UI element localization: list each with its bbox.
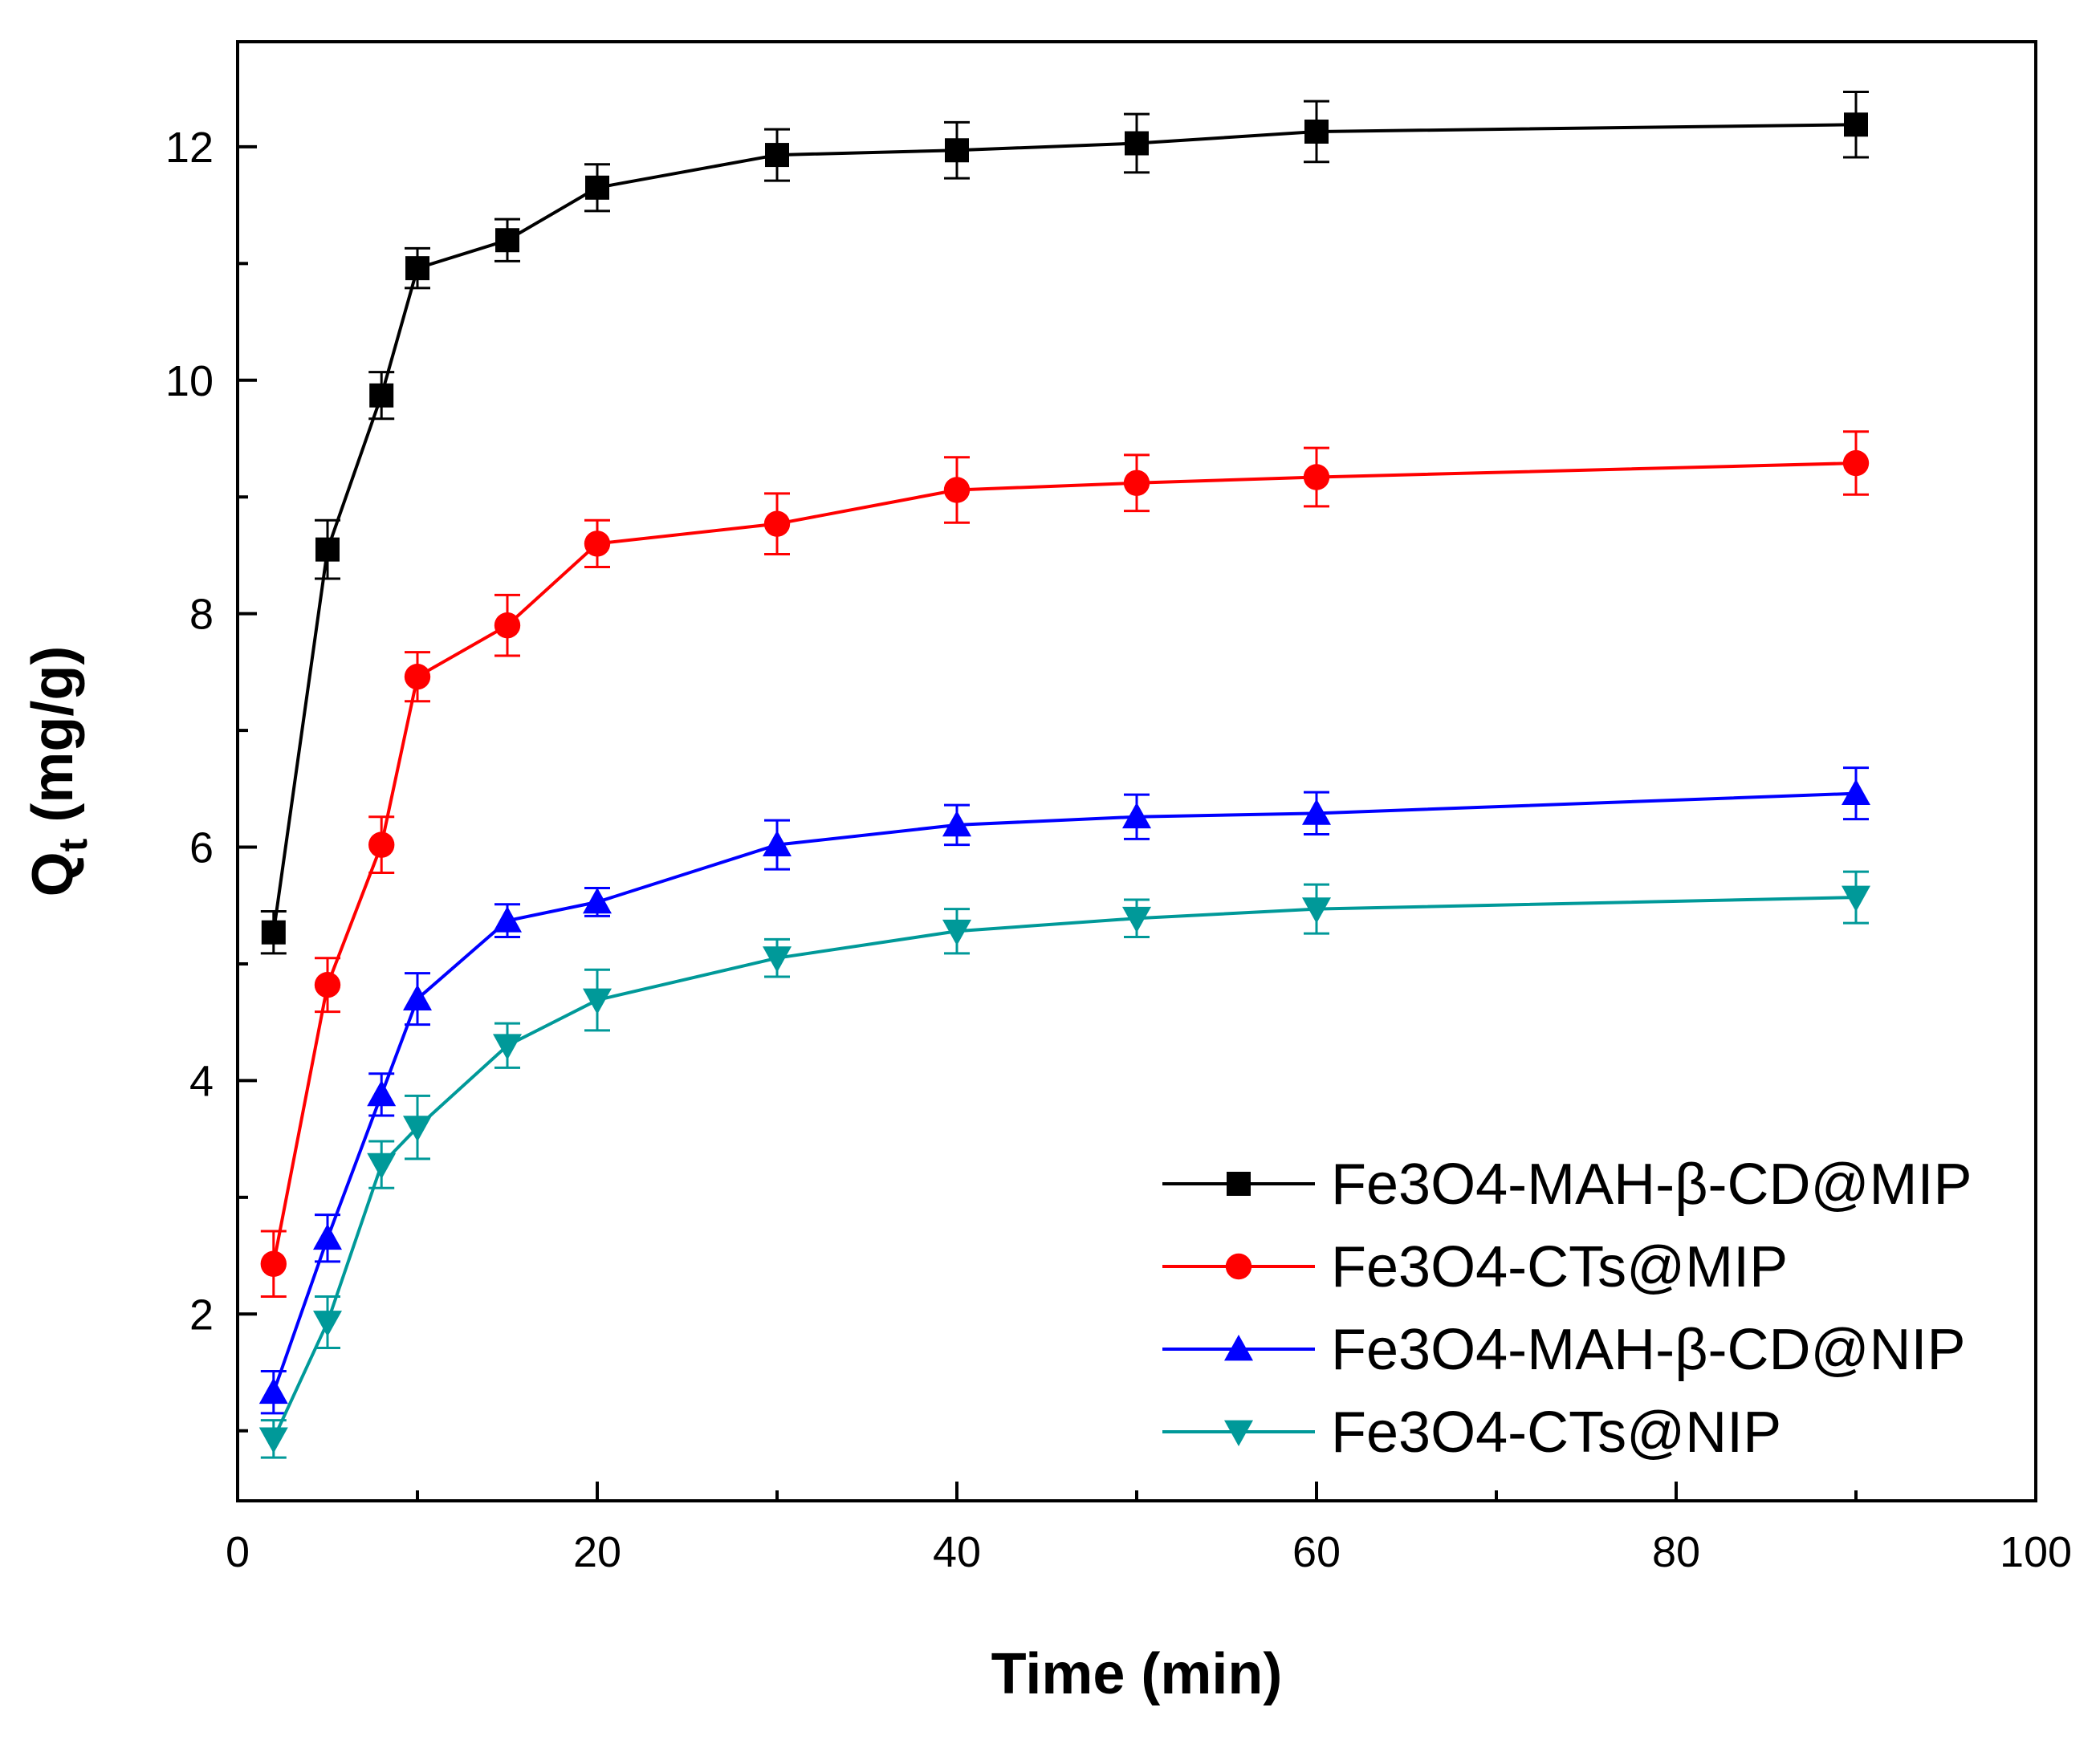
data-point bbox=[1844, 112, 1868, 137]
data-point bbox=[405, 256, 429, 281]
series-line-1 bbox=[271, 461, 1857, 1265]
data-point bbox=[493, 1034, 522, 1060]
data-point bbox=[583, 988, 612, 1015]
data-point bbox=[495, 228, 519, 253]
data-point bbox=[1304, 119, 1329, 144]
data-point bbox=[763, 510, 791, 537]
data-point bbox=[1122, 906, 1151, 933]
data-point bbox=[313, 1223, 342, 1250]
y-tick-label: 8 bbox=[189, 591, 214, 639]
data-point bbox=[945, 138, 969, 163]
y-axis-title-main: Q bbox=[21, 852, 85, 896]
legend-label: Fe3O4-MAH-β-CD@MIP bbox=[1331, 1153, 1972, 1217]
data-point bbox=[403, 984, 432, 1011]
data-point bbox=[1842, 885, 1870, 913]
data-point bbox=[763, 946, 792, 973]
x-axis-title: Time (min) bbox=[991, 1642, 1283, 1706]
data-point bbox=[260, 1250, 287, 1277]
data-point bbox=[403, 1116, 432, 1142]
data-point bbox=[942, 919, 971, 946]
y-tick-label: 10 bbox=[165, 357, 214, 405]
series-line-2 bbox=[271, 791, 1857, 1393]
legend-marker bbox=[1224, 1335, 1253, 1361]
data-point bbox=[369, 383, 394, 408]
x-tick-label: 60 bbox=[1292, 1528, 1341, 1576]
data-point bbox=[763, 830, 792, 857]
data-point bbox=[313, 1311, 342, 1337]
data-point bbox=[404, 663, 431, 690]
legend-marker bbox=[1227, 1172, 1251, 1196]
data-point bbox=[1842, 778, 1870, 806]
data-point bbox=[943, 477, 971, 503]
y-axis-title-unit: (mg/g) bbox=[21, 646, 85, 839]
x-tick-label: 100 bbox=[2000, 1528, 2072, 1576]
x-tick-label: 40 bbox=[933, 1528, 981, 1576]
legend-label: Fe3O4-CTs@NIP bbox=[1331, 1400, 1781, 1465]
data-point bbox=[1122, 802, 1151, 829]
legend-marker bbox=[1224, 1420, 1253, 1446]
y-tick-label: 6 bbox=[189, 824, 214, 872]
data-point bbox=[1125, 131, 1149, 156]
x-tick-label: 80 bbox=[1652, 1528, 1700, 1576]
data-point bbox=[585, 175, 609, 200]
data-point bbox=[942, 810, 971, 837]
x-tick-label: 0 bbox=[226, 1528, 250, 1576]
legend: Fe3O4-MAH-β-CD@MIP Fe3O4-CTs@MIP Fe3O4-MAH… bbox=[1162, 1153, 1972, 1465]
y-tick-label: 2 bbox=[189, 1291, 214, 1339]
data-point bbox=[1302, 897, 1331, 924]
x-tick-label: 20 bbox=[573, 1528, 621, 1576]
legend-label: Fe3O4-CTs@MIP bbox=[1331, 1235, 1788, 1299]
data-point bbox=[1842, 449, 1870, 477]
axes: 0 20 40 60 80 100 2 4 6 8 10 12 bbox=[165, 124, 2072, 1576]
data-point bbox=[583, 887, 612, 914]
data-point bbox=[584, 531, 611, 557]
y-axis-title: Qt (mg/g) bbox=[21, 646, 96, 897]
data-point bbox=[494, 612, 521, 639]
data-markers bbox=[258, 112, 1870, 1453]
legend-label: Fe3O4-MAH-β-CD@NIP bbox=[1331, 1318, 1966, 1382]
legend-marker bbox=[1225, 1253, 1252, 1280]
data-point bbox=[1302, 799, 1331, 825]
data-point bbox=[314, 971, 341, 998]
data-point bbox=[315, 537, 340, 562]
data-point bbox=[1123, 470, 1150, 496]
data-point bbox=[367, 1079, 397, 1107]
data-point bbox=[261, 920, 286, 945]
data-point bbox=[368, 831, 395, 858]
data-point bbox=[258, 1427, 288, 1453]
data-point bbox=[258, 1377, 288, 1405]
data-point bbox=[765, 143, 789, 168]
data-point bbox=[367, 1153, 397, 1180]
data-point bbox=[1303, 464, 1330, 490]
y-axis-title-subscript: t bbox=[51, 838, 96, 852]
y-tick-label: 12 bbox=[165, 124, 214, 172]
data-point bbox=[493, 906, 522, 933]
y-tick-label: 4 bbox=[189, 1057, 214, 1105]
